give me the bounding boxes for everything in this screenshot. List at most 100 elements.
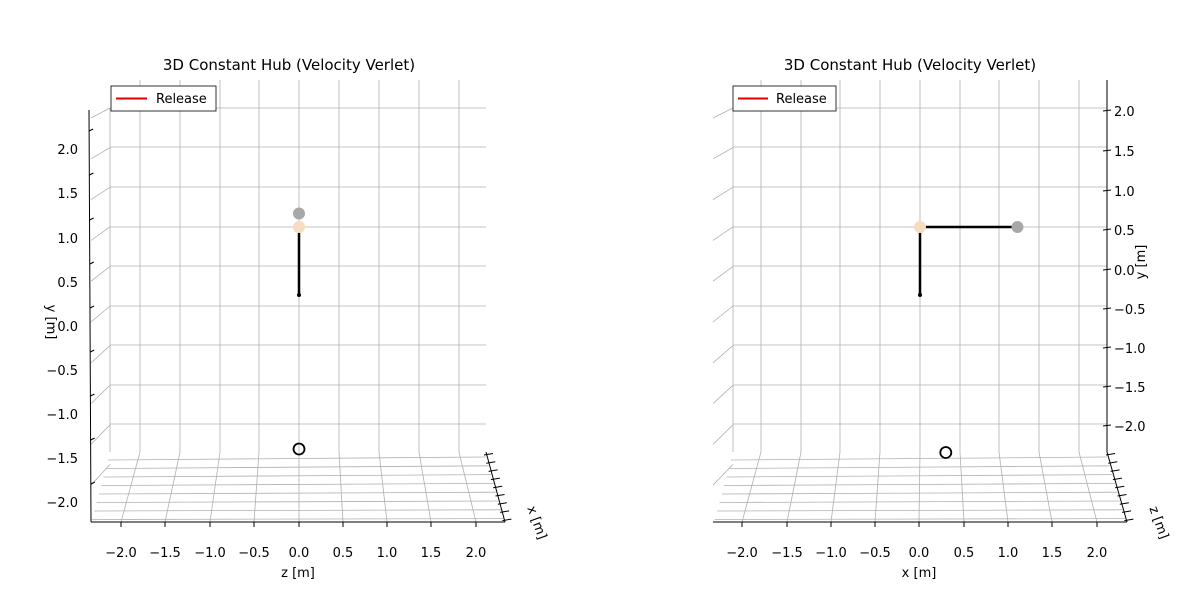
left-depth-tick xyxy=(502,518,512,522)
left-side-line xyxy=(90,464,111,486)
left-x-tick-label: −0.5 xyxy=(238,546,270,561)
right-x-tick-label: −2.0 xyxy=(726,546,758,561)
left-side-line xyxy=(90,424,111,445)
right-pivot-point xyxy=(914,220,926,233)
left-side-line xyxy=(90,147,111,160)
left-side-line xyxy=(90,384,111,404)
left-target-marker xyxy=(292,442,306,456)
right-side-line xyxy=(712,226,734,241)
right-y-tick-mark xyxy=(1102,189,1112,192)
left-y-tick-mark xyxy=(89,172,94,176)
left-x-tick-label: −2.0 xyxy=(105,546,137,561)
right-side-line xyxy=(712,147,734,160)
left-y-tick-label: 0.0 xyxy=(57,320,78,335)
right-x-tick-label: 1.0 xyxy=(998,546,1019,561)
right-side-line xyxy=(712,384,734,404)
left-depth-tick xyxy=(493,485,503,489)
right-y-axis-label: y [m] xyxy=(1134,245,1149,280)
left-depth-tick xyxy=(490,477,500,481)
left-x-tick-label: 0.5 xyxy=(333,546,354,561)
right-y-tick-label: −2.0 xyxy=(1114,420,1146,435)
left-legend-label: Release xyxy=(156,92,207,107)
left-side-line xyxy=(90,186,111,200)
right-y-tick-label: −1.0 xyxy=(1114,342,1146,357)
left-panel: 3D Constant Hub (Velocity Verlet) −2.0 −1… xyxy=(43,56,549,581)
left-floor-ray xyxy=(164,451,181,523)
left-y-tick-mark xyxy=(90,481,96,485)
right-floor-ray xyxy=(830,451,841,523)
left-y-tick-label: 0.5 xyxy=(57,276,78,291)
right-x-tick-label: 0.0 xyxy=(909,546,930,561)
right-y-tick-label: −1.5 xyxy=(1114,381,1146,396)
right-side-line xyxy=(712,186,734,200)
left-tip-point xyxy=(293,207,305,220)
left-floor-ray xyxy=(209,451,221,523)
left-x-tick-label: 1.0 xyxy=(377,546,398,561)
left-floor-line xyxy=(101,482,494,486)
left-depth-tick xyxy=(497,502,507,505)
left-x-tick-label: −1.0 xyxy=(194,546,226,561)
right-depth-tick xyxy=(1105,453,1116,456)
left-y-axis-label: y [m] xyxy=(43,305,58,340)
right-y-tick-label: 2.0 xyxy=(1114,105,1135,120)
right-floor-line xyxy=(717,509,1123,512)
right-depth-tick xyxy=(1124,518,1134,522)
right-y-tick-label: −0.5 xyxy=(1114,303,1146,318)
right-floor-ray xyxy=(1078,451,1098,523)
right-x-tick-label: −1.5 xyxy=(771,546,803,561)
right-y-tick-mark xyxy=(1102,346,1112,349)
left-floor-line xyxy=(96,500,500,503)
right-depth-axis xyxy=(1105,451,1134,523)
right-floor-ray xyxy=(918,451,921,523)
right-x-axis-label: x [m] xyxy=(902,566,937,581)
left-depth-tick xyxy=(495,494,505,497)
left-y-tick-mark xyxy=(88,128,94,132)
right-y-tick-mark xyxy=(1102,385,1112,388)
left-x-tick-label: 1.5 xyxy=(421,546,442,561)
left-y-tick-label: −2.0 xyxy=(46,496,78,511)
left-side-line xyxy=(90,226,111,241)
right-depth-tick xyxy=(1117,494,1127,497)
right-floor-ray xyxy=(786,451,802,523)
left-floor-line xyxy=(105,465,489,469)
right-y-tick-mark xyxy=(1102,109,1112,112)
right-y-tick-label: 0.5 xyxy=(1114,224,1135,239)
right-depth-tick xyxy=(1115,485,1125,489)
left-y-tick-label: 1.5 xyxy=(57,187,78,202)
right-depth-tick xyxy=(1119,502,1129,505)
right-side-line xyxy=(712,305,734,323)
left-side-line xyxy=(90,305,111,323)
right-y-ticks: −2.0 −1.5 −1.0 −0.5 0.0 0.5 1.0 1.5 2.0 xyxy=(1102,105,1146,435)
left-floor-ray xyxy=(418,451,432,523)
right-side-line xyxy=(712,424,734,445)
left-floor-ray xyxy=(458,451,477,523)
right-legend: Release xyxy=(732,85,837,112)
left-y-tick-label: 1.0 xyxy=(57,232,78,247)
left-y-tick-mark xyxy=(89,217,94,221)
right-legend-label: Release xyxy=(776,92,827,107)
left-hub-point xyxy=(297,293,301,298)
left-floor-ray xyxy=(338,451,344,523)
right-side-line xyxy=(712,266,734,282)
left-depth-axis xyxy=(483,451,512,523)
right-x-tick-label: 1.5 xyxy=(1042,546,1063,561)
right-floor-ray xyxy=(1038,451,1053,523)
right-floor-ray xyxy=(998,451,1009,523)
right-depth-tick xyxy=(1122,510,1132,513)
right-x-tick-label: 0.5 xyxy=(954,546,975,561)
left-floor-line xyxy=(98,491,497,495)
left-x-tick-label: 2.0 xyxy=(466,546,487,561)
right-side-line xyxy=(712,107,734,119)
left-depth-tick xyxy=(488,469,498,472)
right-side-line xyxy=(712,464,734,486)
right-y-tick-mark xyxy=(1102,307,1112,310)
left-side-line xyxy=(90,107,111,119)
right-x-tick-label: −1.0 xyxy=(815,546,847,561)
right-y-tick-mark xyxy=(1102,424,1112,427)
left-floor-line xyxy=(91,518,505,520)
right-target-marker xyxy=(939,446,953,459)
right-marks xyxy=(914,220,1024,459)
left-floor-ray xyxy=(120,451,141,523)
left-x-tick-label: −1.5 xyxy=(149,546,181,561)
left-floor-line xyxy=(107,456,487,461)
